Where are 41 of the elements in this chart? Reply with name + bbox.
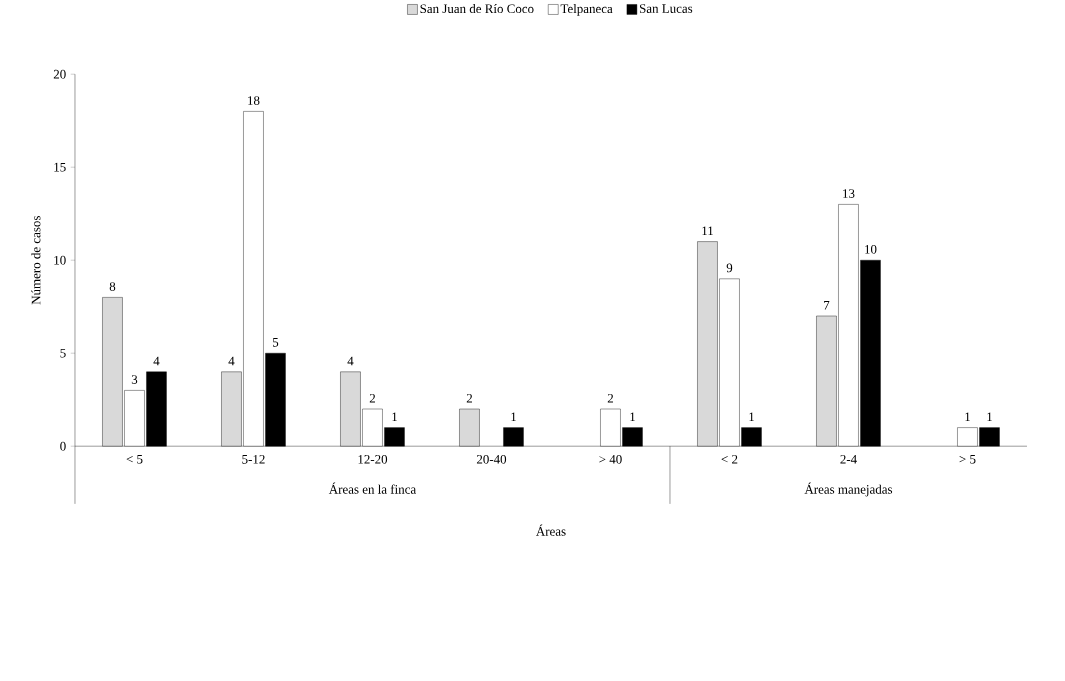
data-label: 2	[369, 394, 376, 403]
data-label: 9	[726, 263, 733, 273]
data-label: 1	[965, 412, 970, 422]
data-label: 7	[824, 301, 830, 310]
data-label: 4	[347, 356, 354, 366]
data-label: 11	[702, 226, 713, 236]
y-tick-label: 5	[60, 349, 66, 358]
data-label: 10	[865, 245, 877, 254]
x-tick-label: 2-4	[840, 455, 857, 464]
data-label: 1	[511, 412, 516, 422]
legend-label: San Lucas	[639, 4, 693, 14]
x-tick-label: > 5	[959, 455, 976, 464]
data-label: 2	[607, 394, 614, 403]
x-tick-label: < 2	[721, 455, 738, 464]
x-tick-label: > 40	[599, 455, 622, 464]
y-tick-label: 20	[53, 70, 66, 79]
x-tick-label: 20-40	[476, 455, 507, 464]
y-axis-title: Número de casos	[31, 216, 41, 305]
data-label: 18	[248, 96, 260, 106]
text: Áreas en la finca	[328, 482, 416, 494]
y-tick-label: 0	[60, 442, 66, 451]
data-label: 8	[109, 282, 116, 292]
text: Áreas manejadas	[804, 482, 893, 497]
data-label: 1	[392, 412, 397, 422]
data-label: 2	[466, 394, 473, 403]
data-label: 13	[843, 189, 855, 199]
legend-label: San Juan de Río Coco	[420, 4, 534, 14]
data-label: 1	[749, 412, 754, 422]
legend-label: Telpaneca	[560, 4, 613, 16]
data-label: 1	[630, 412, 635, 422]
data-label: 4	[228, 356, 235, 366]
x-axis-title: Áreas	[536, 524, 566, 536]
x-tick-label: 12-20	[358, 455, 388, 464]
data-label: 1	[987, 412, 992, 422]
data-label: 3	[131, 375, 138, 385]
data-label: 5	[272, 338, 279, 347]
y-tick-label: 10	[54, 256, 66, 265]
data-label: 4	[153, 356, 160, 366]
x-tick-label: < 5	[126, 455, 143, 464]
x-tick-label: 5-12	[242, 455, 265, 464]
y-tick-label: 15	[54, 163, 66, 172]
